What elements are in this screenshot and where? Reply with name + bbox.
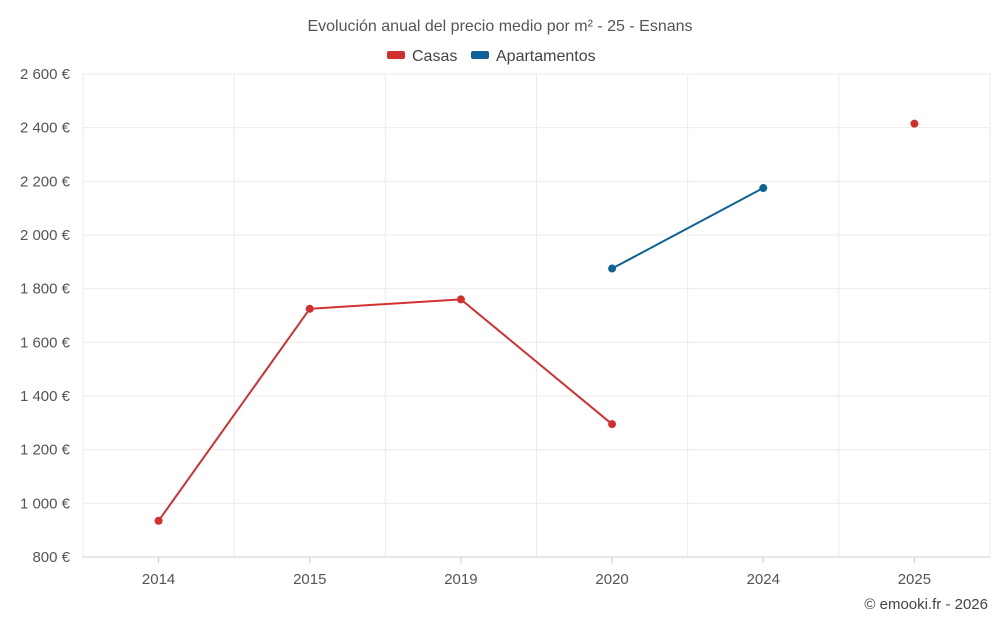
x-tick-label: 2025 [898, 571, 931, 588]
y-tick-label: 1 000 € [20, 495, 71, 512]
series-casas [154, 119, 919, 525]
x-tick-label: 2020 [595, 571, 628, 588]
legend-label-casas: Casas [412, 48, 457, 65]
x-axis: 2014 2015 2019 2020 2024 2025 [83, 556, 990, 588]
data-point-casas[interactable] [910, 119, 919, 128]
data-point-casas[interactable] [608, 420, 617, 429]
series-line-casas [157, 298, 613, 522]
chart-title: Evolución anual del precio medio por m² … [307, 18, 692, 35]
y-tick-label: 2 600 € [20, 66, 71, 83]
data-point-apartamentos[interactable] [608, 264, 617, 273]
x-tick-label: 2019 [444, 571, 477, 588]
grid [82, 73, 991, 558]
y-tick-label: 1 800 € [20, 281, 71, 298]
data-point-casas[interactable] [456, 295, 465, 304]
y-tick-label: 2 200 € [20, 173, 71, 190]
legend-item-apartamentos[interactable]: Apartamentos [471, 48, 596, 65]
legend: Casas Apartamentos [387, 48, 596, 65]
series [154, 119, 919, 525]
data-point-casas[interactable] [305, 304, 314, 313]
data-point-casas[interactable] [154, 516, 163, 525]
legend-item-casas[interactable]: Casas [387, 48, 457, 65]
legend-swatch-casas [387, 51, 405, 59]
data-point-apartamentos[interactable] [759, 184, 768, 193]
x-tick-label: 2024 [747, 571, 780, 588]
credit: © emooki.fr - 2026 [864, 596, 988, 613]
x-tick-label: 2014 [142, 571, 175, 588]
y-tick-label: 1 400 € [20, 388, 71, 405]
series-line-apartamentos [611, 187, 764, 270]
x-tick-label: 2015 [293, 571, 326, 588]
y-axis: 800 € 1 000 € 1 200 € 1 400 € 1 600 € 1 800 €… [20, 66, 71, 566]
y-tick-label: 2 400 € [20, 120, 71, 137]
series-apartamentos [608, 184, 768, 273]
y-tick-label: 1 200 € [20, 442, 71, 459]
legend-swatch-apartamentos [471, 51, 489, 59]
legend-label-apartamentos: Apartamentos [496, 48, 596, 65]
y-tick-label: 800 € [32, 549, 70, 566]
y-tick-label: 1 600 € [20, 334, 71, 351]
y-tick-label: 2 000 € [20, 227, 71, 244]
